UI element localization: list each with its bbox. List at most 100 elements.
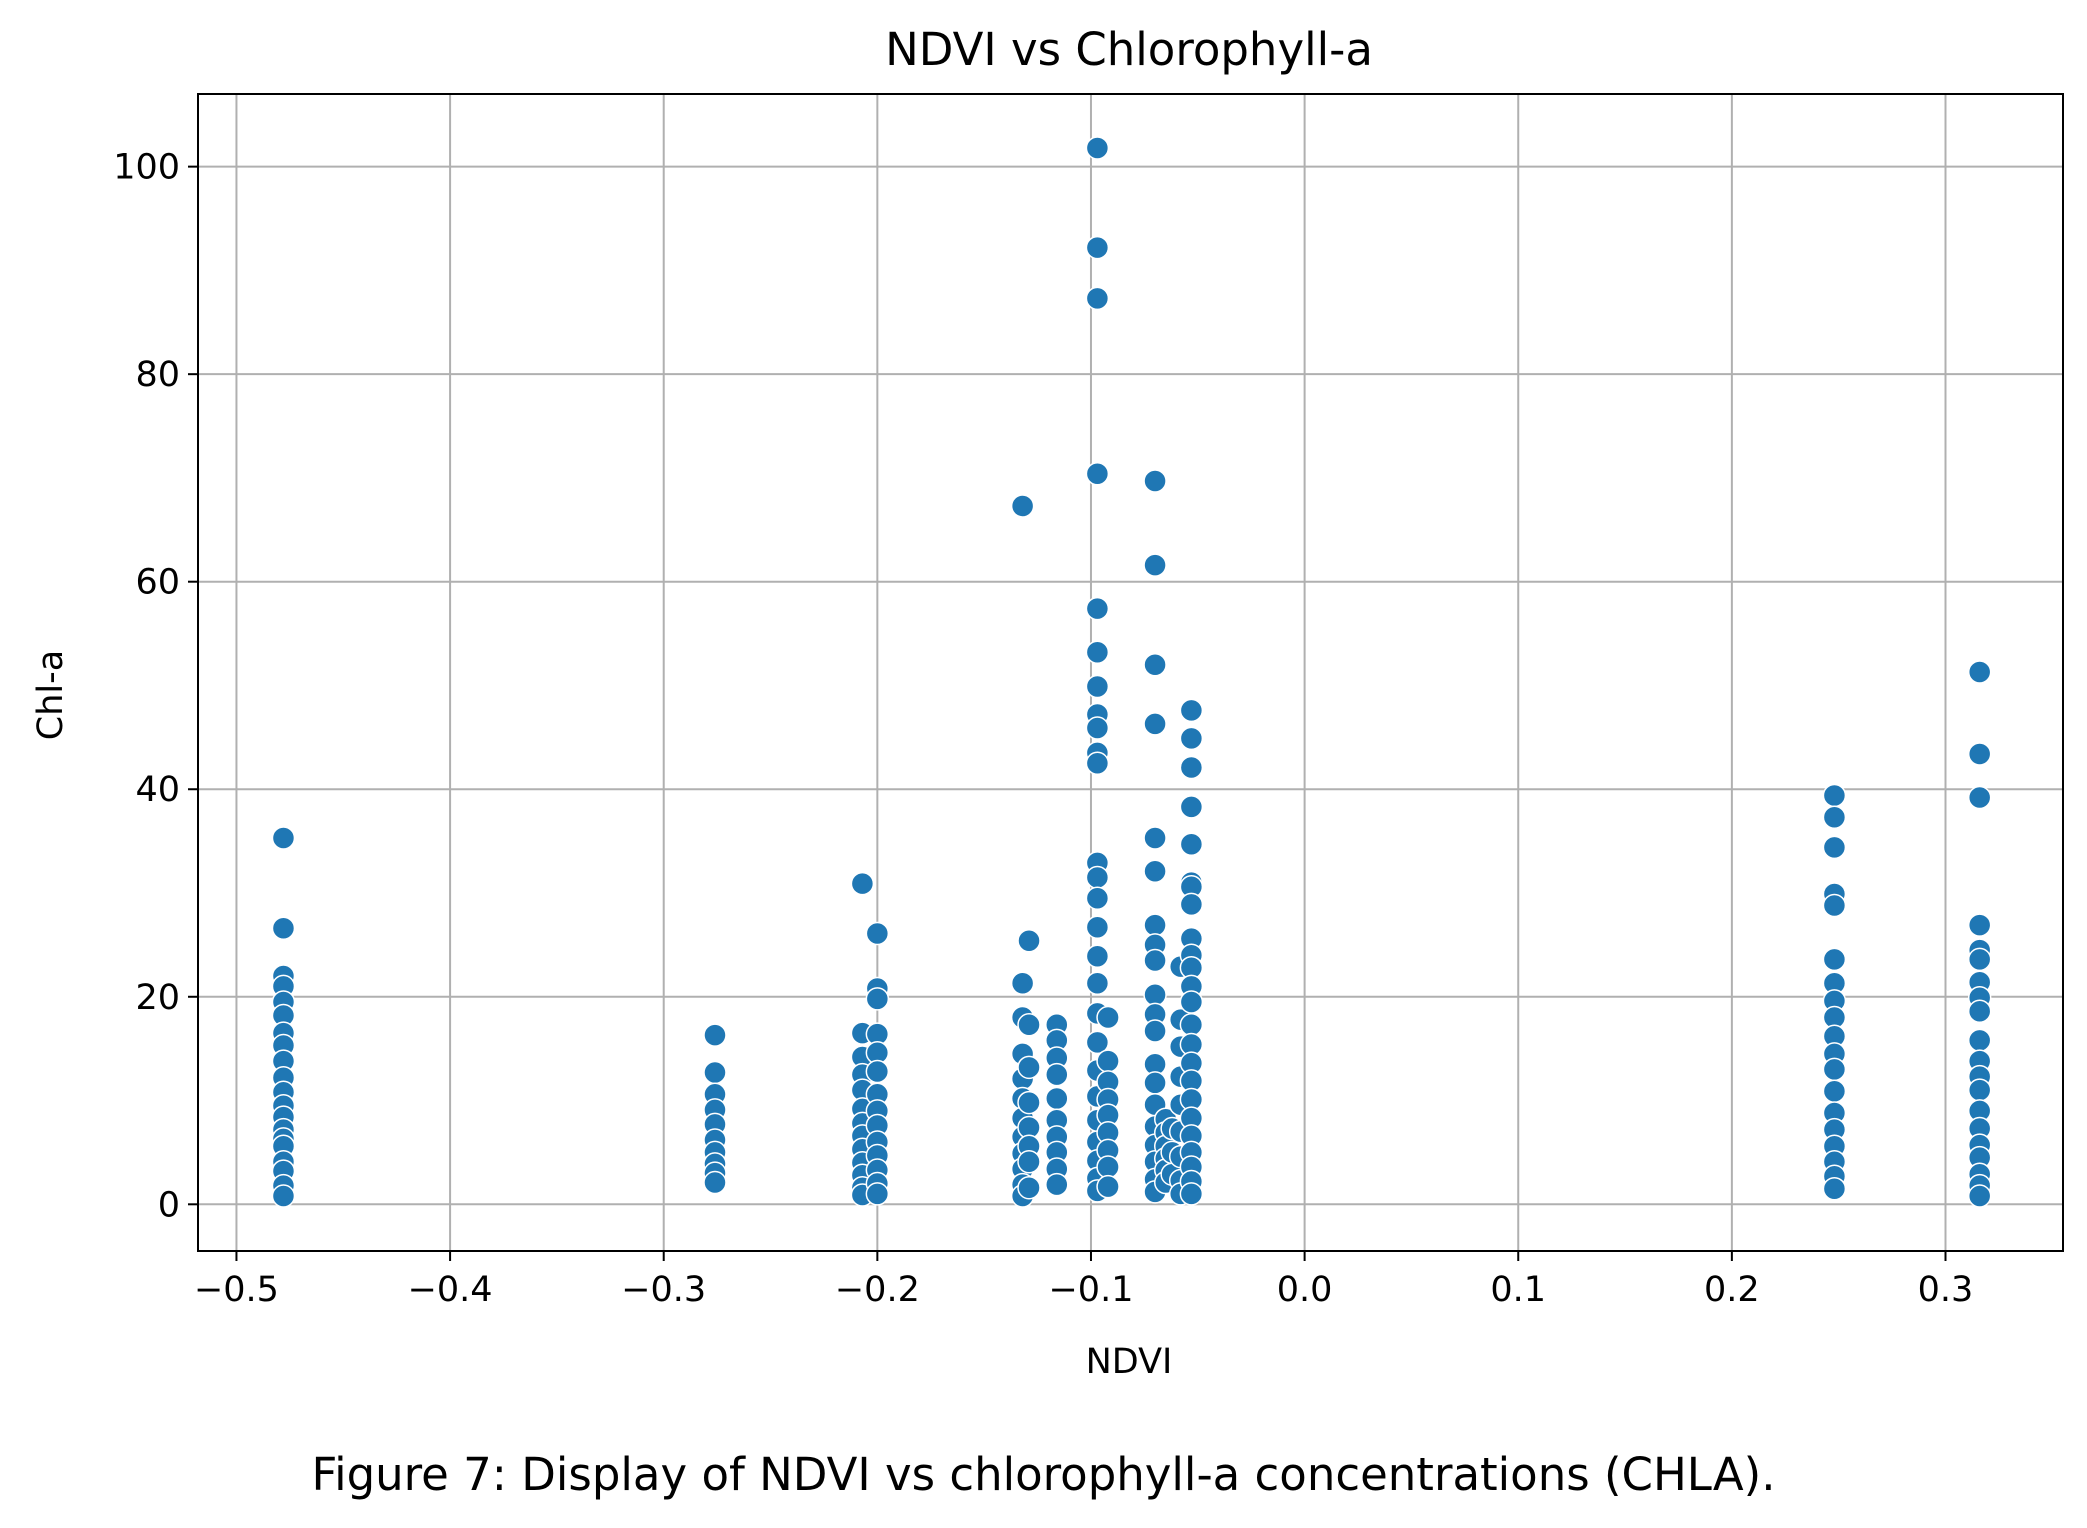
scatter-point [1822,1176,1847,1201]
scatter-point [1017,1090,1041,1115]
scatter-point [1967,947,1992,972]
scatter-point [1017,1150,1041,1174]
scatter-point [850,871,875,896]
scatter-point [271,916,296,941]
scatter-point [1967,999,1992,1024]
scatter-point [1085,1030,1110,1055]
scatter-point [1010,494,1035,518]
x-tick-label: 0.3 [1918,1270,1974,1310]
scatter-point [1179,832,1204,856]
scatter-point [1967,1184,1992,1208]
scatter-point [1179,795,1204,819]
scatter-point [1010,971,1035,996]
x-tick-label: 0.0 [1277,1270,1333,1310]
axes-frame [197,93,2064,1252]
scatter-point [1822,947,1847,972]
y-tick-label: 40 [135,770,180,810]
y-axis-ticks: 0 20 40 60 80 100 [113,148,198,1225]
y-tick-label: 20 [135,978,180,1018]
scatter-point [1822,1079,1847,1103]
y-tick-label: 60 [135,563,180,603]
scatter-point [1096,1005,1120,1030]
x-tick-label: −0.5 [194,1270,279,1310]
scatter-point [1143,469,1167,493]
scatter-point [1085,915,1110,939]
scatter-point [1179,698,1204,723]
scatter-point [1143,948,1167,973]
y-tick-label: 0 [158,1185,180,1225]
scatter-point [1143,1071,1167,1095]
scatter-point [1822,835,1847,860]
scatter-point [1085,751,1110,776]
scatter-point [1967,913,1992,937]
scatter-point [271,1184,296,1208]
scatter-point [1085,640,1110,665]
scatter-point [865,1059,890,1084]
scatter-point [1096,1049,1120,1073]
x-tick-label: −0.2 [835,1270,920,1310]
scatter-point [1967,742,1992,766]
scatter-point [865,987,890,1011]
grid [198,94,2063,1251]
scatter-point [1085,462,1110,486]
scatter-point [1085,716,1110,740]
scatter-point [1045,1172,1069,1197]
scatter-point [1096,1155,1120,1179]
scatter-point [703,1023,727,1047]
x-axis-ticks: −0.5 −0.4 −0.3 −0.2 −0.1 0.0 0.1 0.2 0.3 [194,1251,1973,1310]
scatter-point [1967,785,1992,810]
x-tick-label: −0.4 [408,1270,493,1310]
scatter-point [1085,235,1110,260]
scatter-point [1045,1086,1069,1111]
y-tick-label: 80 [135,355,180,395]
scatter-point [1017,1175,1041,1200]
scatter-point [1085,286,1110,311]
scatter-point [1967,1028,1992,1053]
scatter-point [1143,826,1167,850]
scatter-point [1017,1013,1041,1037]
scatter-point [1967,1078,1992,1102]
scatter-point [1822,893,1847,918]
scatter-point [703,1060,727,1085]
scatter-point [1179,990,1204,1014]
data-points [271,136,1992,1208]
scatter-point [1143,712,1167,736]
scatter-point [1822,1057,1847,1082]
scatter-point [1085,674,1110,699]
scatter-point [865,921,890,946]
x-tick-label: −0.1 [1048,1270,1133,1310]
scatter-point [1822,805,1847,830]
scatter-point [1967,660,1992,684]
scatter-point [1179,892,1204,917]
scatter-point [1143,982,1167,1007]
scatter-point [271,826,296,850]
scatter-point [1085,971,1110,996]
scatter-point [1179,755,1204,780]
scatter-point [1179,1182,1204,1206]
scatter-point [1143,859,1167,883]
scatter-point [1143,1019,1167,1043]
scatter-point [1085,944,1110,969]
scatter-point [1017,1055,1041,1080]
scatter-point [1085,886,1110,910]
scatter-point [1045,1062,1069,1087]
scatter-point [1822,783,1847,808]
x-tick-label: 0.1 [1490,1270,1546,1310]
y-axis-label: Chl-a [31,650,71,740]
x-axis-label: NDVI [1086,1342,1173,1382]
scatter-point [703,1170,727,1195]
scatter-point [1085,136,1110,160]
scatter-point [1085,865,1110,890]
scatter-point [1179,726,1204,751]
scatter-chart: −0.5 −0.4 −0.3 −0.2 −0.1 0.0 0.1 0.2 0.3 0 20 40 60… [31,23,2064,1382]
scatter-point [1143,913,1167,937]
scatter-point [865,1182,890,1206]
chart-title: NDVI vs Chlorophyll-a [885,23,1373,76]
y-tick-label: 100 [113,148,180,188]
scatter-point [1096,1174,1120,1199]
scatter-point [1143,652,1167,677]
scatter-point [1085,596,1110,621]
scatter-point [1017,928,1041,953]
x-tick-label: 0.2 [1704,1270,1760,1310]
